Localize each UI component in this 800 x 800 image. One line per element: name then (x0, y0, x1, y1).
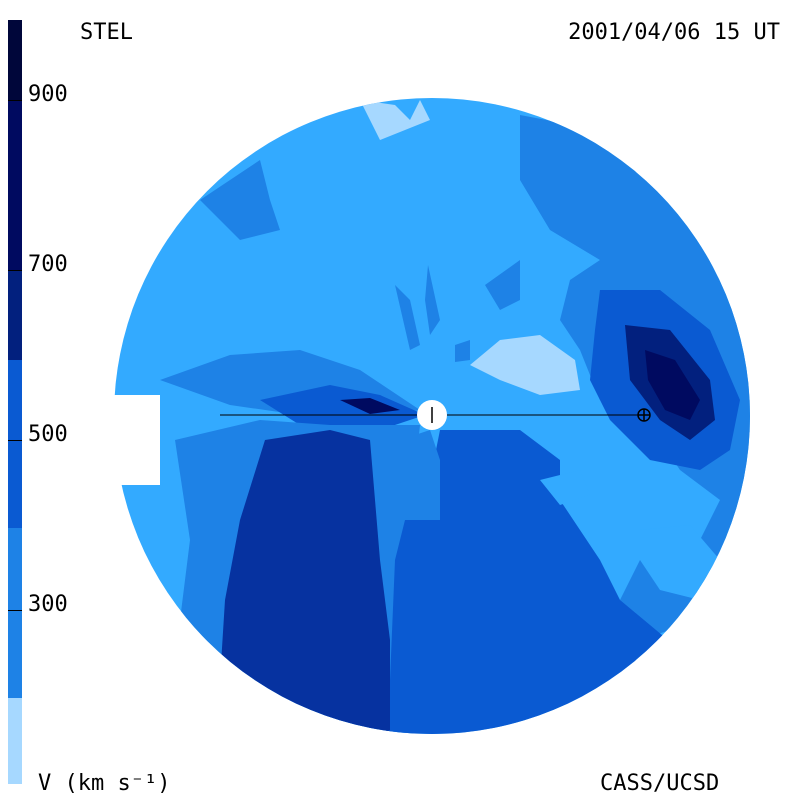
lower-left-very-high-region (220, 430, 390, 734)
timestamp-label: 2001/04/06 15 UT (568, 20, 780, 45)
observatory-label: STEL (80, 20, 133, 45)
right-edge-light-patch (640, 525, 720, 600)
left-center-peak-region (340, 398, 400, 414)
scale-tick-label-300: 300 (28, 592, 68, 617)
credit-label: CASS/UCSD (600, 771, 720, 796)
scale-segment (8, 270, 22, 360)
upper-center-streak (395, 285, 420, 350)
upper-center-streak (425, 265, 440, 335)
scale-tick-label-700: 700 (28, 252, 68, 277)
scale-tick (8, 270, 22, 271)
velocity-color-scale (8, 20, 22, 784)
scale-tick-label-500: 500 (28, 422, 68, 447)
right-center-light-region (470, 335, 580, 395)
scale-segment (8, 20, 22, 100)
left-center-high-region (260, 385, 425, 430)
units-label: V (km s⁻¹) (38, 771, 171, 796)
scale-tick (8, 440, 22, 441)
upper-center-medium-patch (485, 260, 520, 310)
upper-center-patch (455, 340, 470, 362)
scale-tick (8, 610, 22, 611)
scale-tick-label-900: 900 (28, 82, 68, 107)
upper-left-medium-region (200, 160, 280, 240)
scale-segment (8, 100, 22, 270)
scale-segment (8, 698, 22, 784)
right-peak-velocity-region (645, 350, 700, 420)
data-gap-region (100, 395, 160, 485)
center-south-medium-patch (390, 430, 440, 520)
scale-segment (8, 528, 22, 698)
scale-tick (8, 100, 22, 101)
top-light-region (360, 100, 430, 140)
lower-right-light-patch (540, 470, 590, 505)
scale-segment (8, 360, 22, 528)
